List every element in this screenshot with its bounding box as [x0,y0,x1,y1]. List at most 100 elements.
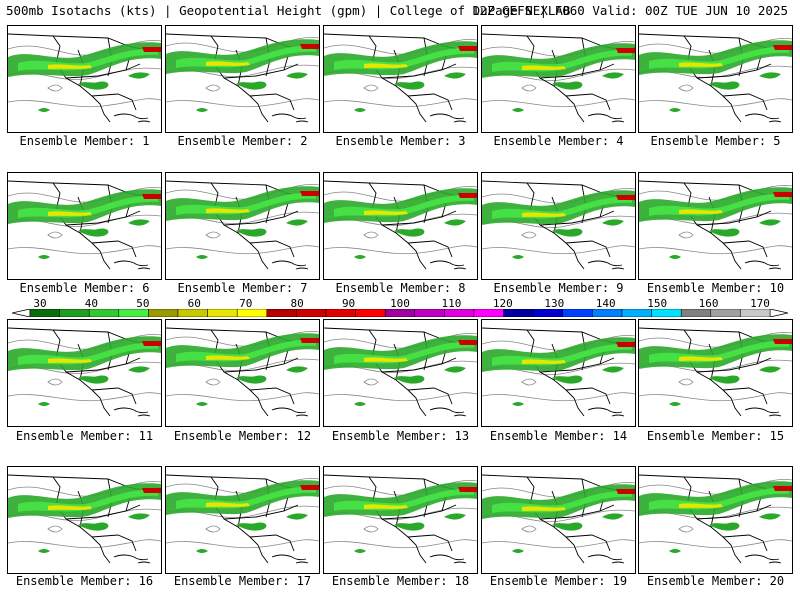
isotach-colorbar: 30 40 50 60 70 80 90 100 110 120 130 140 150 160 170 [12,297,788,321]
colorbar-tick-label: 170 [750,297,770,310]
colorbar-swatch [384,309,416,317]
colorbar-swatch [177,309,208,317]
colorbar-swatch [414,309,445,317]
isotach-map-graphic [639,33,792,123]
colorbar-tick-label: 160 [698,297,719,310]
colorbar-swatch [562,309,593,317]
colorbar-tick-label: 100 [390,297,410,310]
colorbar-tick-label: 50 [136,297,150,310]
ensemble-member-label: Ensemble Member: 16 [15,574,154,588]
ensemble-member-label: Ensemble Member: 6 [19,281,150,295]
ensemble-member-map [481,319,636,427]
ensemble-member-map [7,25,162,133]
ensemble-member-label: Ensemble Member: 5 [650,134,781,148]
ensemble-member-label: Ensemble Member: 1 [19,134,150,148]
colorbar-swatch [296,309,327,317]
ensemble-member-map [165,319,320,427]
colorbar-swatch [88,309,120,317]
isotach-map-graphic [639,180,792,270]
ensemble-member-map [7,172,162,280]
colorbar-bar [12,309,788,317]
ensemble-member-map [323,172,478,280]
isotach-map-graphic [324,474,477,564]
ensemble-member-label: Ensemble Member: 18 [331,574,470,588]
colorbar-tick-label: 60 [187,297,201,310]
ensemble-member-label: Ensemble Member: 8 [335,281,466,295]
ensemble-member-map [165,25,320,133]
ensemble-member-map [323,466,478,574]
colorbar-tick-label: 110 [441,297,462,310]
colorbar-swatch [651,309,682,317]
ensemble-member-label: Ensemble Member: 10 [646,281,785,295]
colorbar-swatch [740,309,771,317]
ensemble-member-label: Ensemble Member: 11 [15,429,154,443]
isotach-map-graphic [639,474,792,564]
colorbar-tick-label: 150 [647,297,668,310]
isotach-map-graphic [8,180,161,270]
ensemble-member-map [165,172,320,280]
ensemble-member-label: Ensemble Member: 9 [493,281,624,295]
isotach-map-graphic [482,474,635,564]
map-header: 500mb Isotachs (kts) | Geopotential Heig… [6,3,796,21]
ensemble-member-label: Ensemble Member: 2 [177,134,308,148]
colorbar-swatch [266,309,297,317]
ensemble-member-map [638,25,793,133]
colorbar-swatch [355,309,386,317]
colorbar-swatch [710,309,741,317]
isotach-map-graphic [482,327,635,417]
colorbar-tick-label: 30 [33,297,47,310]
ensemble-member-map [481,466,636,574]
ensemble-member-label: Ensemble Member: 7 [177,281,308,295]
isotach-map-graphic [482,180,635,270]
ensemble-member-label: Ensemble Member: 19 [489,574,628,588]
colorbar-swatch [680,309,712,317]
header-valid-time: 12Z GEFS | F060 Valid: 00Z TUE JUN 10 20… [471,3,788,18]
ensemble-member-label: Ensemble Member: 4 [493,134,624,148]
isotach-map-graphic [8,33,161,123]
colorbar-swatch [444,309,475,317]
isotach-map-graphic [482,33,635,123]
colorbar-swatch [59,309,90,317]
colorbar-swatch [532,309,564,317]
isotach-map-graphic [166,33,319,123]
colorbar-min-arrow [12,309,31,317]
header-title: 500mb Isotachs (kts) | Geopotential Heig… [6,3,571,18]
colorbar-swatch [236,309,268,317]
colorbar-tick-label: 90 [341,297,356,310]
isotach-map-graphic [166,327,319,417]
ensemble-member-map [638,466,793,574]
isotach-map-graphic [166,180,319,270]
colorbar-swatch [207,309,238,317]
isotach-map-graphic [639,327,792,417]
ensemble-member-label: Ensemble Member: 20 [646,574,785,588]
colorbar-tick-label: 40 [84,297,99,310]
ensemble-member-map [323,25,478,133]
ensemble-member-map [165,466,320,574]
colorbar-swatch [148,309,179,317]
colorbar-swatch [592,309,623,317]
isotach-map-graphic [8,327,161,417]
ensemble-member-map [323,319,478,427]
colorbar-swatch [503,309,534,317]
colorbar-swatch [118,309,149,317]
ensemble-member-map [7,466,162,574]
colorbar-labels: 30 40 50 60 70 80 90 100 110 120 130 140 150 160 170 [12,297,788,310]
colorbar-tick-label: 140 [595,297,616,310]
isotach-map-graphic [324,33,477,123]
isotach-map-graphic [324,327,477,417]
ensemble-member-map [638,172,793,280]
colorbar-swatch [29,309,60,317]
colorbar-tick-label: 80 [290,297,304,310]
ensemble-member-map [481,25,636,133]
ensemble-member-label: Ensemble Member: 15 [646,429,785,443]
ensemble-member-label: Ensemble Member: 14 [489,429,628,443]
colorbar-tick-label: 70 [239,297,253,310]
ensemble-member-label: Ensemble Member: 17 [173,574,312,588]
colorbar-max-arrow [769,309,788,317]
ensemble-member-map [481,172,636,280]
colorbar-swatch [621,309,652,317]
colorbar-swatch [325,309,356,317]
ensemble-member-map [638,319,793,427]
isotach-map-graphic [166,474,319,564]
isotach-map-graphic [324,180,477,270]
